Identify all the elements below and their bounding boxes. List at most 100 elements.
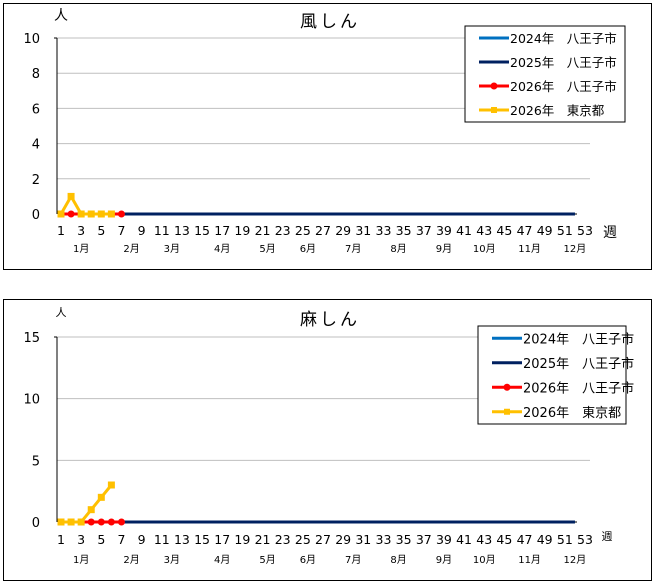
legend-label: 2026年 東京都 — [510, 103, 605, 118]
y-axis-unit: 人 — [56, 306, 67, 319]
x-tick-label: 47 — [517, 532, 533, 547]
x-tick-label: 3 — [77, 223, 85, 238]
y-tick-label: 10 — [23, 32, 40, 47]
series-2026-tokyo-marker — [107, 481, 115, 489]
x-tick-label: 21 — [255, 532, 271, 547]
month-label: 11月 — [518, 243, 541, 255]
x-tick-label: 1 — [57, 223, 65, 238]
x-axis-unit: 週 — [602, 530, 613, 543]
legend-item: 2025年 八王子市 — [479, 55, 617, 70]
chart-title: 風しん — [300, 12, 360, 32]
x-tick-label: 23 — [275, 223, 291, 238]
x-tick-label: 41 — [456, 532, 472, 547]
y-tick-label: 0 — [32, 516, 40, 531]
legend-label: 2025年 八王子市 — [510, 55, 617, 70]
x-tick-label: 27 — [315, 532, 331, 547]
month-label: 7月 — [345, 243, 361, 255]
month-label: 12月 — [564, 243, 587, 255]
x-axis-unit: 週 — [603, 225, 617, 241]
x-tick-label: 37 — [416, 223, 432, 238]
month-label: 6月 — [300, 243, 316, 255]
month-label: 5月 — [259, 243, 275, 255]
x-tick-label: 9 — [138, 223, 146, 238]
x-tick-label: 43 — [476, 532, 492, 547]
x-tick-label: 15 — [194, 223, 210, 238]
month-label: 1月 — [73, 243, 89, 255]
x-tick-label: 7 — [117, 223, 125, 238]
legend-item: 2026年 東京都 — [492, 405, 621, 421]
month-label: 8月 — [390, 554, 406, 566]
legend-label: 2025年 八王子市 — [523, 356, 634, 372]
y-tick-label: 15 — [23, 331, 40, 346]
month-label: 2月 — [123, 554, 139, 566]
legend-label: 2026年 東京都 — [523, 405, 621, 421]
series-2026-hachioji-marker — [67, 210, 75, 218]
x-tick-label: 33 — [376, 223, 392, 238]
x-tick-label: 7 — [117, 532, 125, 547]
x-tick-label: 31 — [355, 223, 371, 238]
series-2026-hachioji-marker — [117, 518, 125, 526]
legend-item: 2024年 八王子市 — [479, 31, 617, 46]
x-tick-label: 29 — [335, 532, 351, 547]
month-label: 4月 — [214, 243, 230, 255]
x-tick-label: 5 — [97, 532, 105, 547]
series-2026-tokyo-marker — [77, 210, 85, 218]
x-tick-label: 19 — [234, 223, 250, 238]
series-2026-tokyo-marker — [67, 192, 75, 200]
x-tick-label: 3 — [77, 532, 85, 547]
y-tick-label: 6 — [32, 102, 40, 117]
x-tick-label: 1 — [57, 532, 65, 547]
series-2026-tokyo-marker — [97, 493, 105, 501]
x-tick-label: 13 — [174, 223, 190, 238]
month-label: 10月 — [473, 243, 496, 255]
x-tick-label: 29 — [335, 223, 351, 238]
legend-item: 2026年 八王子市 — [479, 79, 617, 94]
series-2026-tokyo-marker — [67, 518, 75, 526]
x-tick-label: 9 — [138, 532, 146, 547]
x-tick-label: 23 — [275, 532, 291, 547]
x-tick-label: 13 — [174, 532, 190, 547]
x-tick-label: 49 — [537, 223, 553, 238]
series-2026-tokyo-marker — [87, 210, 95, 218]
x-tick-label: 15 — [194, 532, 210, 547]
legend-label: 2024年 八王子市 — [523, 331, 634, 347]
series-2026-tokyo-marker — [87, 506, 95, 514]
y-axis-unit: 人 — [54, 8, 68, 24]
series-2026-tokyo-marker — [77, 518, 85, 526]
x-tick-label: 35 — [396, 223, 412, 238]
x-tick-label: 11 — [154, 532, 170, 547]
x-tick-label: 33 — [376, 532, 392, 547]
x-tick-label: 25 — [295, 532, 311, 547]
series-2026-tokyo-marker — [57, 518, 65, 526]
x-tick-label: 5 — [97, 223, 105, 238]
month-label: 1月 — [73, 554, 89, 566]
legend-item: 2025年 八王子市 — [492, 356, 634, 372]
x-tick-label: 47 — [517, 223, 533, 238]
x-tick-label: 31 — [355, 532, 371, 547]
month-label: 8月 — [390, 243, 406, 255]
legend-label: 2024年 八王子市 — [510, 31, 617, 46]
x-tick-label: 25 — [295, 223, 311, 238]
series-2026-hachioji-marker — [97, 518, 105, 526]
x-tick-label: 53 — [577, 532, 593, 547]
series-2026-tokyo-marker — [57, 210, 65, 218]
x-tick-label: 37 — [416, 532, 432, 547]
x-tick-label: 43 — [476, 223, 492, 238]
month-label: 9月 — [436, 243, 452, 255]
y-tick-label: 5 — [32, 454, 40, 469]
y-tick-label: 8 — [32, 67, 40, 82]
x-tick-label: 45 — [496, 532, 512, 547]
legend-item: 2026年 東京都 — [479, 103, 605, 118]
x-tick-label: 45 — [496, 223, 512, 238]
legend-label: 2026年 八王子市 — [523, 380, 634, 396]
series-2026-hachioji-marker — [87, 518, 95, 526]
month-label: 12月 — [564, 554, 587, 566]
x-tick-label: 51 — [557, 532, 573, 547]
x-tick-label: 53 — [577, 223, 593, 238]
y-tick-label: 10 — [23, 393, 40, 408]
series-2026-tokyo-marker — [107, 210, 115, 218]
chart-title: 麻しん — [300, 310, 360, 330]
series-2026-tokyo-line — [61, 484, 113, 524]
